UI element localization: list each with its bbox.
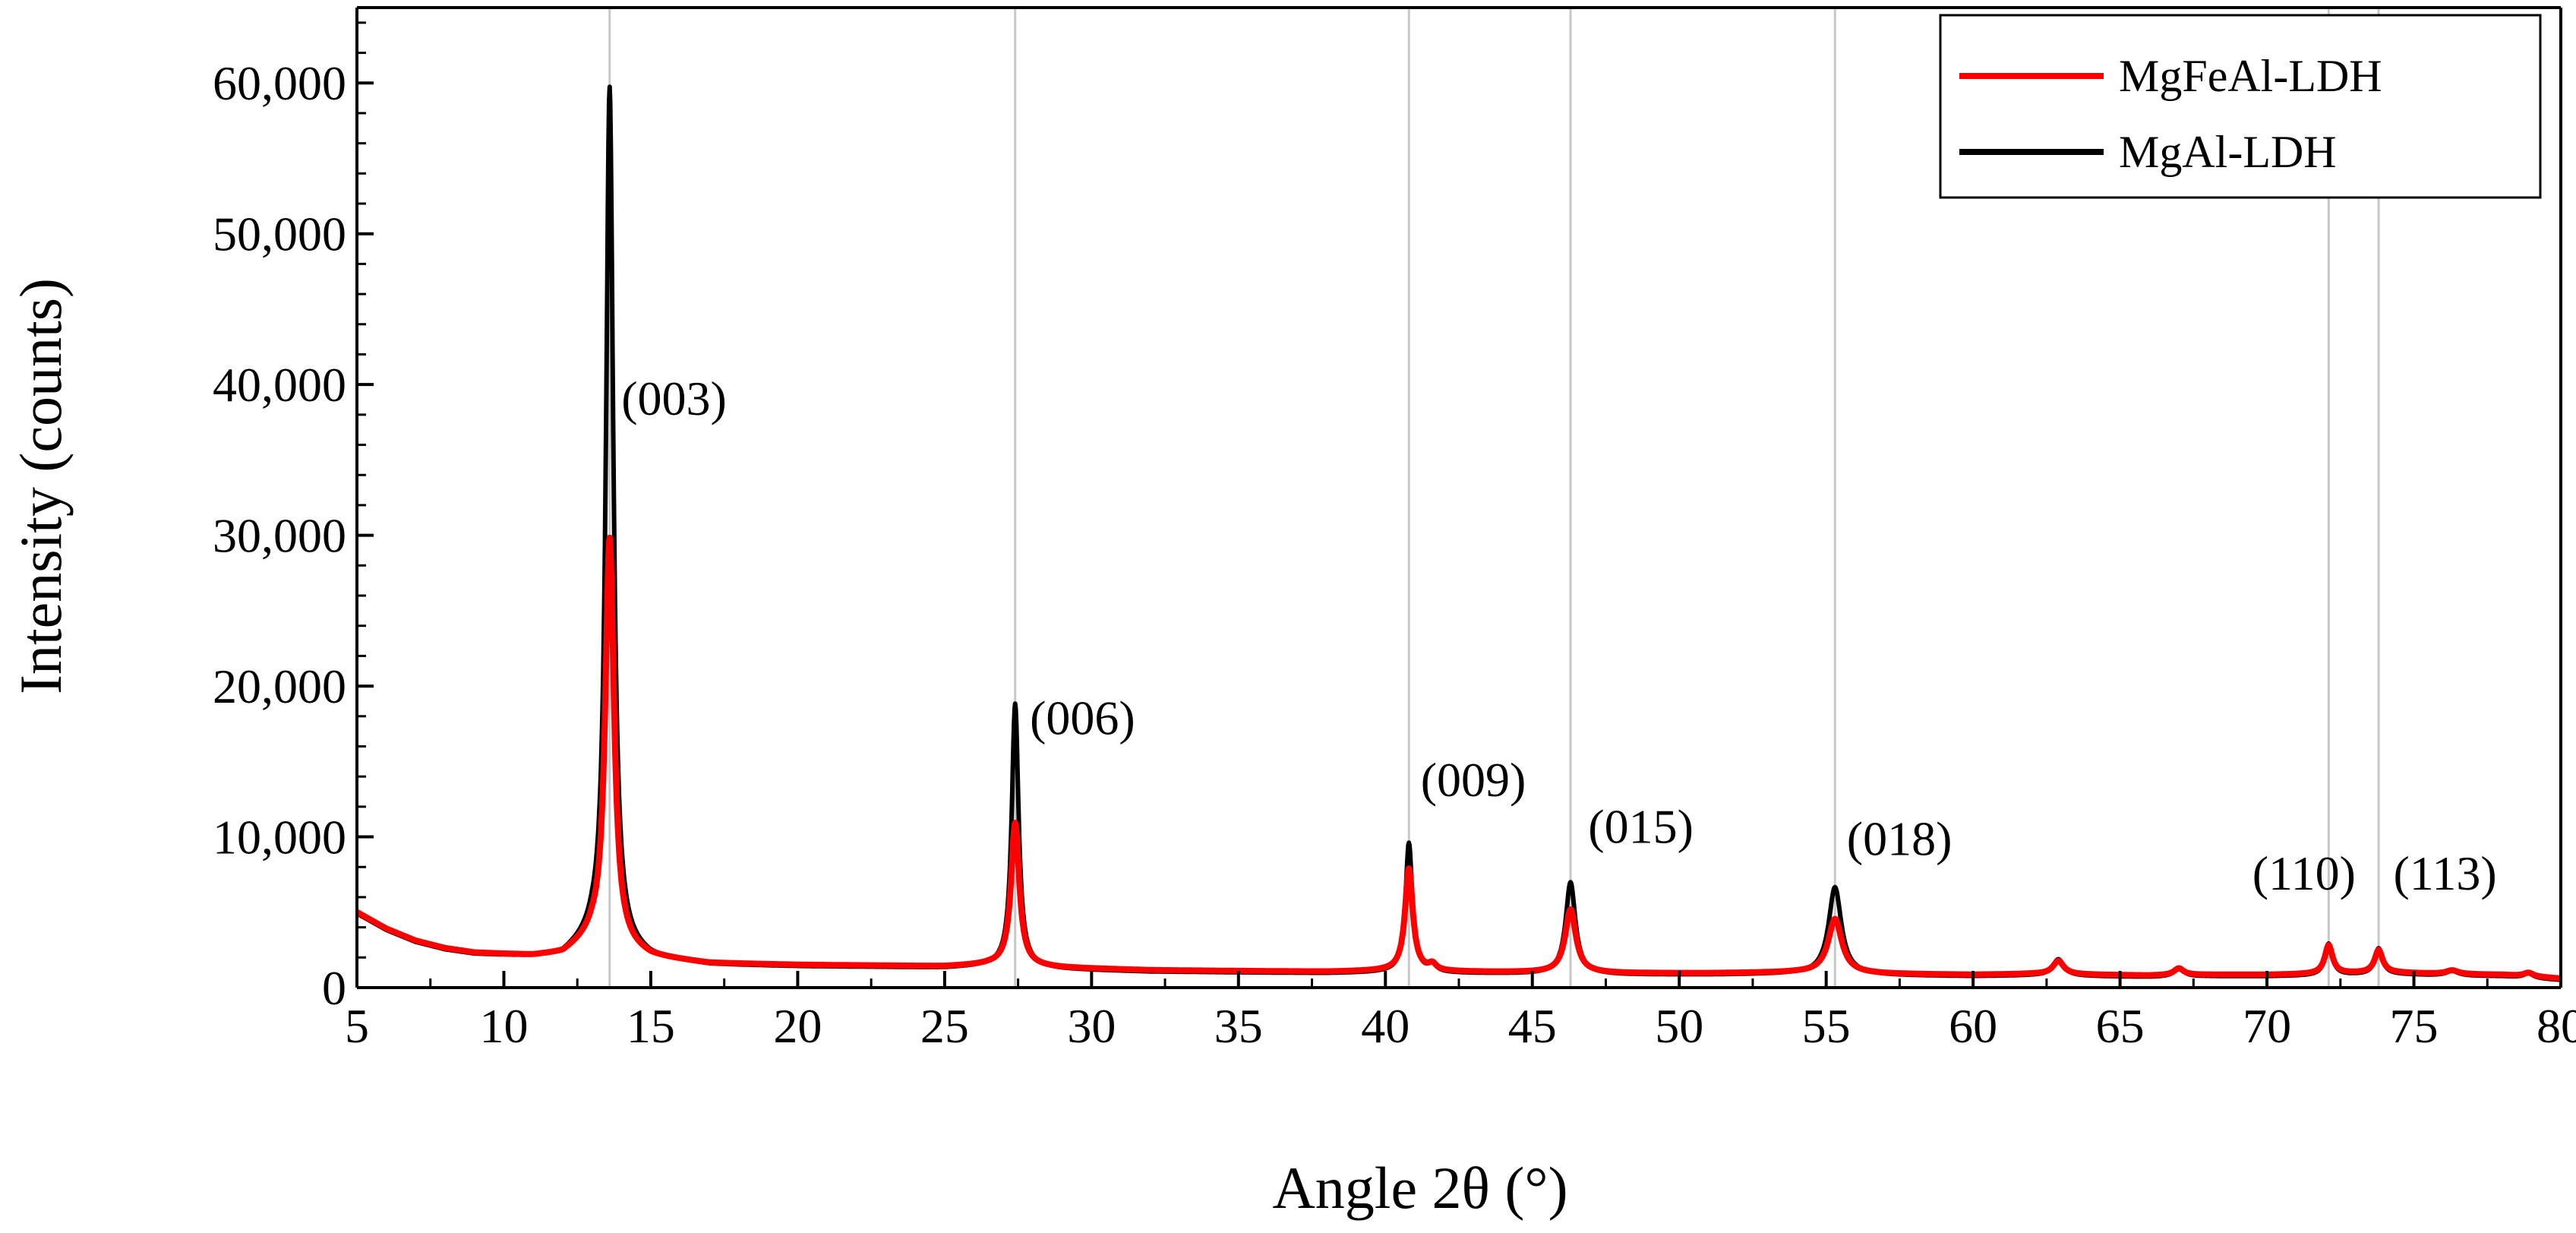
x-tick-label-70: 70 — [2243, 999, 2291, 1053]
y-axis-title: Intensity (counts) — [8, 278, 74, 694]
ticks: 5 10 15 20 25 30 35 40 45 50 55 60 65 70 75 80 0 10,000 20… — [213, 21, 2576, 1053]
x-tick-label-15: 15 — [627, 999, 675, 1053]
series-layer — [354, 84, 2564, 982]
x-tick-label-60: 60 — [1949, 999, 1997, 1053]
series-line-mgfeal-ldh — [354, 534, 2564, 982]
series-line-mgal-ldh — [355, 84, 2563, 982]
x-tick-label-30: 30 — [1067, 999, 1116, 1053]
x-tick-label-35: 35 — [1214, 999, 1263, 1053]
x-tick-label-80: 80 — [2537, 999, 2576, 1053]
peak-label-5: (110) — [2252, 846, 2356, 900]
x-tick-label-50: 50 — [1655, 999, 1703, 1053]
legend: MgFeAl-LDH MgAl-LDH — [1939, 14, 2542, 199]
x-tick-label-20: 20 — [773, 999, 822, 1053]
x-tick-label-10: 10 — [479, 999, 528, 1053]
legend-box — [1939, 14, 2542, 199]
peak-label-1: (006) — [1030, 691, 1135, 745]
y-tick-label-60000: 60,000 — [213, 56, 346, 110]
y-tick-label-10000: 10,000 — [213, 811, 346, 865]
peak-label-2: (009) — [1421, 753, 1526, 807]
x-tick-label-65: 65 — [2096, 999, 2145, 1053]
peak-annotations: (003) (006) (009) (015) (018) (110) (113) — [621, 371, 2496, 900]
legend-label-1: MgAl-LDH — [2119, 127, 2337, 177]
peak-label-0: (003) — [621, 371, 727, 425]
y-tick-label-50000: 50,000 — [213, 207, 346, 261]
x-tick-label-45: 45 — [1508, 999, 1557, 1053]
x-tick-label-40: 40 — [1361, 999, 1410, 1053]
x-tick-label-25: 25 — [920, 999, 969, 1053]
legend-label-0: MgFeAl-LDH — [2119, 51, 2382, 101]
x-tick-label-55: 55 — [1802, 999, 1851, 1053]
x-axis-title: Angle 2θ (°) — [1272, 1155, 1567, 1221]
x-tick-label-5: 5 — [345, 999, 369, 1053]
y-tick-label-0: 0 — [322, 961, 346, 1015]
y-tick-label-20000: 20,000 — [213, 659, 346, 713]
peak-label-6: (113) — [2393, 846, 2496, 900]
y-tick-label-40000: 40,000 — [213, 358, 346, 412]
peak-label-4: (018) — [1847, 811, 1953, 865]
y-tick-label-30000: 30,000 — [213, 509, 346, 563]
x-tick-label-75: 75 — [2390, 999, 2439, 1053]
peak-label-3: (015) — [1588, 799, 1694, 853]
